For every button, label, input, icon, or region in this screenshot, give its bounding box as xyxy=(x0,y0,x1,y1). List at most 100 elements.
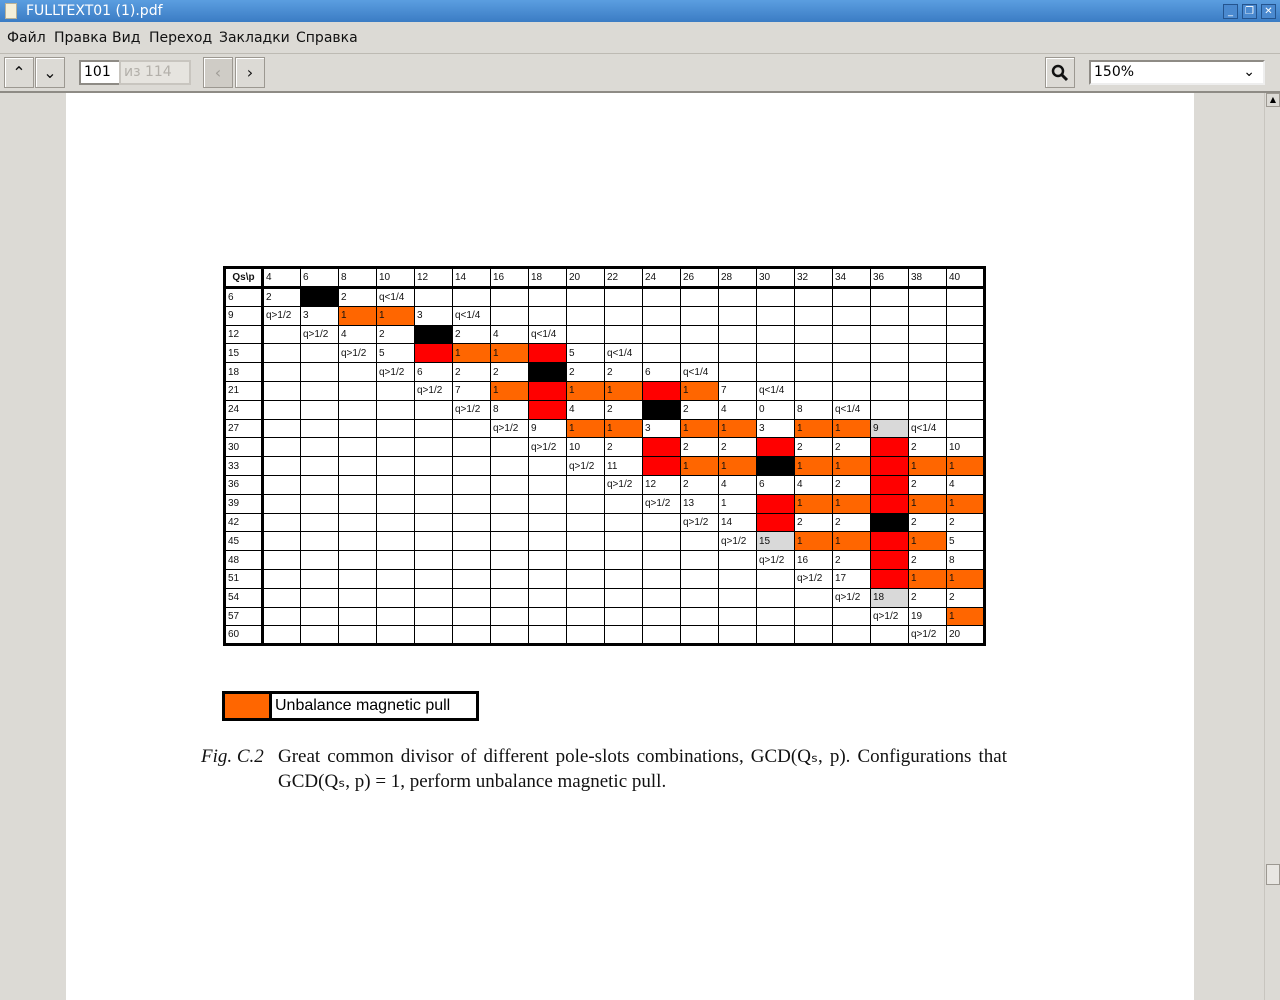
table-cell xyxy=(528,568,567,589)
zoom-select[interactable]: 150% ⌄ xyxy=(1089,60,1265,85)
table-cell xyxy=(452,493,491,514)
table-cell xyxy=(642,606,681,627)
table-cell xyxy=(376,380,415,401)
table-cell xyxy=(528,531,567,552)
table-cell xyxy=(870,399,909,420)
table-cell xyxy=(338,568,377,589)
table-cell xyxy=(452,418,491,439)
table-cell xyxy=(604,606,643,627)
menu-file[interactable]: Файл xyxy=(7,30,46,46)
row-header: 9 xyxy=(224,305,264,326)
next-page-button[interactable]: ⌄ xyxy=(35,57,65,88)
table-cell xyxy=(566,606,605,627)
table-cell: 2 xyxy=(490,362,529,382)
table-cell: 1 xyxy=(794,531,833,552)
table-cell xyxy=(642,343,681,364)
table-cell: 2 xyxy=(908,437,947,458)
menu-edit[interactable]: Правка xyxy=(54,30,108,46)
row-header: 39 xyxy=(224,493,264,514)
figure-caption: Fig. C.2 Great common divisor of differe… xyxy=(201,744,1007,794)
menu-go[interactable]: Переход xyxy=(149,30,213,46)
close-button[interactable]: ✕ xyxy=(1261,4,1276,19)
table-row: 30 q>1/2 10 2 2 2 2 2 2 10 xyxy=(224,437,985,458)
menu-view[interactable]: Вид xyxy=(112,30,141,46)
column-header: 32 xyxy=(794,267,833,289)
table-cell: 2 xyxy=(680,399,719,420)
table-cell xyxy=(946,380,985,401)
table-cell: 14 xyxy=(718,512,757,533)
table-cell xyxy=(756,437,795,458)
table-cell xyxy=(338,399,377,420)
table-cell: 1 xyxy=(946,456,985,476)
table-cell xyxy=(756,362,795,382)
table-cell: 2 xyxy=(604,437,643,458)
restore-button[interactable]: ❐ xyxy=(1242,4,1257,19)
scroll-up-arrow-icon[interactable]: ▲ xyxy=(1266,93,1280,107)
document-viewer[interactable]: Qs\p 4 6 8 10 12 14 16 18 20 22 24 26 28 30 32 34 36 38 40 6… xyxy=(0,93,1264,1000)
table-cell xyxy=(528,305,567,326)
table-cell xyxy=(794,362,833,382)
row-header: 33 xyxy=(224,456,264,476)
minimize-button[interactable]: _ xyxy=(1223,4,1238,19)
table-cell: 2 xyxy=(908,587,947,608)
table-cell xyxy=(376,531,415,552)
table-cell xyxy=(452,512,491,533)
window-title: FULLTEXT01 (1).pdf xyxy=(26,3,163,19)
table-cell xyxy=(262,550,301,570)
table-cell xyxy=(718,305,757,326)
table-cell: 2 xyxy=(908,512,947,533)
table-cell: 1 xyxy=(604,418,643,439)
table-cell xyxy=(680,343,719,364)
row-header: 24 xyxy=(224,399,264,420)
table-cell xyxy=(528,550,567,570)
table-cell xyxy=(870,568,909,589)
table-cell xyxy=(604,512,643,533)
table-cell: q>1/2 xyxy=(832,587,871,608)
table-cell: 0 xyxy=(756,399,795,420)
table-cell: 1 xyxy=(832,493,871,514)
search-button[interactable] xyxy=(1045,57,1075,88)
column-header: 6 xyxy=(300,267,339,289)
table-cell: 2 xyxy=(452,324,491,345)
table-cell xyxy=(452,531,491,552)
table-cell xyxy=(908,380,947,401)
table-cell xyxy=(376,418,415,439)
table-cell: q>1/2 xyxy=(604,474,643,495)
page-number-input[interactable]: 101 xyxy=(79,60,119,85)
menu-bookmarks[interactable]: Закладки xyxy=(219,30,290,46)
table-cell: 1 xyxy=(946,606,985,627)
row-header: 60 xyxy=(224,625,264,646)
chevron-up-icon: ⌃ xyxy=(12,63,26,82)
table-cell xyxy=(262,362,301,382)
table-cell xyxy=(376,437,415,458)
table-cell xyxy=(338,474,377,495)
column-header: 28 xyxy=(718,267,757,289)
table-cell: q>1/2 xyxy=(794,568,833,589)
table-cell xyxy=(490,456,529,476)
table-cell xyxy=(680,305,719,326)
row-header: 12 xyxy=(224,324,264,345)
vertical-scrollbar[interactable]: ▲ xyxy=(1264,93,1280,1000)
menu-help[interactable]: Справка xyxy=(296,30,358,46)
table-cell xyxy=(528,380,567,401)
table-cell: 2 xyxy=(908,474,947,495)
table-cell xyxy=(528,606,567,627)
caption-label: Fig. C.2 xyxy=(201,746,264,767)
table-cell xyxy=(300,437,339,458)
row-header: 48 xyxy=(224,550,264,570)
table-cell: q>1/2 xyxy=(262,305,301,326)
table-cell: 12 xyxy=(642,474,681,495)
table-cell xyxy=(946,343,985,364)
table-row: 12 q>1/2 4 2 2 4 q<1/4 xyxy=(224,324,985,345)
forward-button[interactable]: › xyxy=(235,57,265,88)
previous-page-button[interactable]: ⌃ xyxy=(4,57,34,88)
table-cell: 10 xyxy=(946,437,985,458)
scroll-thumb[interactable] xyxy=(1266,864,1280,885)
back-button[interactable]: ‹ xyxy=(203,57,233,88)
table-cell xyxy=(338,362,377,382)
table-cell xyxy=(338,418,377,439)
table-row: 6 2 2 q<1/4 xyxy=(224,287,985,307)
table-cell: 2 xyxy=(718,437,757,458)
table-row: 27 q>1/2 9 1 1 3 1 1 3 1 1 9 q<1/4 xyxy=(224,418,985,439)
table-cell: 2 xyxy=(832,474,871,495)
